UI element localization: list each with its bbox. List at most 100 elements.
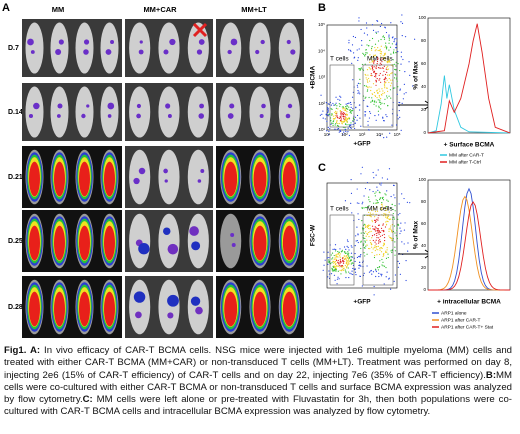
event: [357, 92, 359, 94]
event: [374, 95, 377, 98]
event: [347, 240, 349, 243]
signal: [136, 103, 141, 109]
event: [334, 104, 337, 106]
event: [386, 46, 388, 48]
event: [369, 111, 371, 113]
event: [377, 40, 380, 42]
event: [382, 265, 384, 267]
event: [360, 28, 362, 31]
event: [330, 273, 333, 275]
event: [385, 221, 387, 223]
event: [366, 52, 368, 54]
event: [365, 231, 367, 233]
gate: [362, 64, 394, 128]
event: [386, 199, 388, 201]
event: [348, 106, 350, 108]
event: [331, 122, 333, 124]
legend-label: ARP1 after CAR-T: [441, 317, 481, 323]
event: [327, 112, 329, 114]
event: [400, 56, 402, 58]
event: [393, 49, 395, 51]
mouse: [278, 22, 300, 74]
event: [380, 63, 383, 65]
signal: [164, 179, 168, 183]
event: [397, 224, 399, 226]
event: [329, 128, 331, 130]
event: [354, 268, 356, 270]
mouse: [25, 22, 44, 74]
event: [347, 260, 349, 262]
mouse-image: [216, 19, 304, 77]
event: [386, 249, 388, 251]
event: [355, 235, 357, 237]
event: [383, 137, 385, 139]
event: [383, 65, 385, 67]
signal: [169, 38, 176, 46]
event: [371, 45, 373, 48]
tick-label: 80: [421, 38, 427, 43]
event: [380, 103, 382, 105]
event: [395, 124, 398, 126]
event: [383, 59, 385, 61]
event: [405, 92, 407, 94]
event: [393, 194, 395, 196]
event: [393, 218, 396, 220]
event: [374, 46, 376, 49]
event: [365, 22, 368, 24]
event: [383, 54, 386, 56]
signal: [255, 49, 260, 55]
event: [394, 246, 396, 248]
signal: [81, 113, 86, 119]
mouse: [25, 86, 44, 138]
event: [336, 120, 338, 122]
axis-label: +BCMA: [310, 66, 317, 90]
event: [381, 102, 383, 104]
event: [341, 268, 343, 271]
event: [378, 79, 380, 81]
event: [340, 120, 342, 123]
event: [339, 266, 341, 268]
event: [386, 220, 388, 222]
signal: [163, 168, 168, 174]
event: [382, 90, 384, 92]
event: [393, 41, 395, 43]
event: [346, 111, 348, 113]
event: [351, 270, 353, 272]
event: [343, 117, 345, 119]
event: [373, 177, 375, 179]
signal: [253, 161, 267, 197]
signal: [104, 225, 115, 261]
event: [396, 237, 399, 240]
event: [363, 243, 365, 245]
event: [339, 105, 341, 107]
event: [375, 84, 377, 86]
event: [395, 47, 397, 49]
event: [372, 271, 375, 273]
row-label: D.7: [8, 45, 19, 52]
event: [366, 225, 369, 227]
event: [383, 230, 385, 232]
signal: [282, 161, 296, 197]
event: [356, 119, 358, 121]
event: [358, 17, 360, 19]
event: [365, 53, 367, 55]
event: [394, 250, 396, 252]
event: [358, 261, 361, 264]
event: [373, 294, 375, 296]
signal: [198, 113, 205, 119]
event: [360, 265, 362, 267]
event: [350, 127, 352, 129]
event: [375, 49, 377, 51]
event: [352, 267, 354, 270]
event: [384, 73, 387, 76]
event: [377, 249, 379, 251]
event: [344, 128, 346, 130]
event: [342, 113, 345, 115]
mouse-image: [22, 146, 122, 208]
event: [382, 215, 385, 217]
event: [395, 61, 397, 63]
event: [375, 199, 377, 201]
event: [393, 280, 395, 283]
event: [376, 58, 379, 60]
event: [378, 96, 381, 98]
